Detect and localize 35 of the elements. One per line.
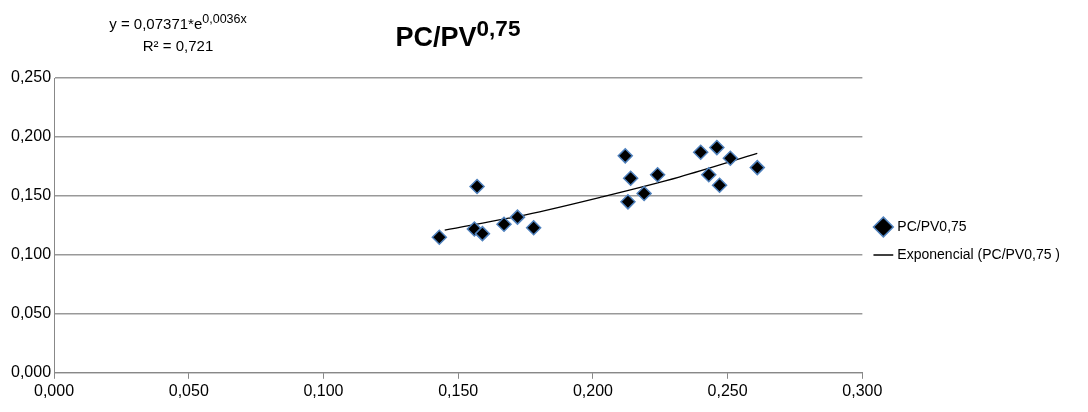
y-tick-label: 0,200 — [10, 127, 52, 145]
point — [692, 144, 709, 161]
y-tick-label: 0,100 — [10, 245, 52, 263]
y-tick-label: 0,000 — [10, 363, 52, 381]
point — [709, 139, 725, 156]
x-tick-label: 0,000 — [34, 381, 75, 399]
x-tick-label: 0,150 — [438, 381, 479, 399]
x-tick-label: 0,100 — [303, 381, 344, 399]
point — [722, 150, 739, 166]
y-tick-label: 0,250 — [10, 68, 52, 86]
point — [636, 185, 652, 202]
point — [509, 209, 526, 225]
legend-label: Exponencial (PC/PV0,75 ) — [897, 245, 1060, 262]
point — [649, 166, 666, 183]
x-tick-label: 0,250 — [707, 381, 748, 399]
point — [749, 159, 766, 176]
point — [622, 170, 639, 186]
point — [525, 220, 542, 236]
point — [620, 194, 636, 210]
point — [474, 225, 491, 242]
point — [431, 229, 448, 245]
point — [701, 166, 717, 183]
text: R² = 0,721 — [141, 36, 215, 56]
y-tick-label: 0,150 — [10, 186, 52, 204]
point — [711, 177, 728, 194]
point — [617, 148, 633, 164]
chart-title: PC/PV$^{0,75}$ — [394, 16, 522, 53]
legend-label: PC/PV0,75 — [897, 217, 967, 234]
y-tick-label: 0,050 — [10, 304, 52, 322]
point — [496, 216, 512, 232]
x-tick-label: 0,050 — [168, 381, 209, 399]
point — [469, 178, 485, 195]
x-tick-label: 0,200 — [572, 381, 614, 399]
x-tick-label: 0,300 — [842, 381, 883, 399]
text: y = 0,07371*e$^{0,0036x}$ — [108, 11, 248, 34]
